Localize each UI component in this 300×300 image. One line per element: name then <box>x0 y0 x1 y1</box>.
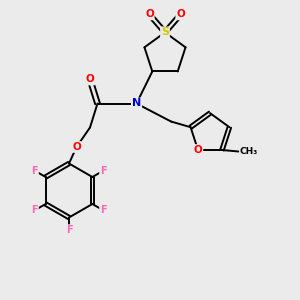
Text: F: F <box>32 166 38 176</box>
Text: N: N <box>132 98 141 109</box>
Text: CH₃: CH₃ <box>240 147 258 156</box>
Text: O: O <box>176 9 185 20</box>
Text: S: S <box>161 27 169 38</box>
Text: F: F <box>32 205 38 215</box>
Text: F: F <box>66 225 72 235</box>
Text: F: F <box>100 205 106 215</box>
Text: O: O <box>194 145 202 155</box>
Text: O: O <box>72 142 81 152</box>
Text: O: O <box>85 74 94 85</box>
Text: F: F <box>100 166 106 176</box>
Text: O: O <box>145 9 154 20</box>
